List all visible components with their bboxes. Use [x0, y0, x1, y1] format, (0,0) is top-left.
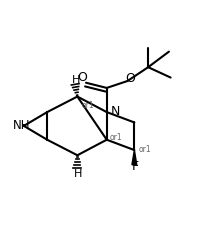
Text: H: H	[72, 75, 80, 85]
Text: NH: NH	[13, 119, 31, 132]
Text: O: O	[78, 71, 88, 84]
Text: N: N	[111, 105, 120, 118]
Text: H: H	[74, 169, 82, 179]
Polygon shape	[132, 150, 137, 165]
Text: F: F	[132, 160, 139, 173]
Text: or1: or1	[110, 134, 122, 143]
Text: or1: or1	[139, 145, 151, 154]
Text: O: O	[125, 72, 135, 85]
Text: or1: or1	[82, 101, 94, 110]
